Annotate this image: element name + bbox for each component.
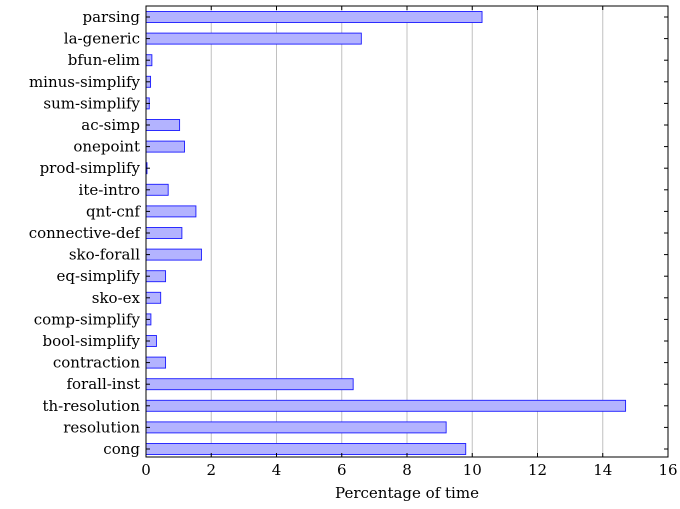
category-label-cong: cong bbox=[103, 440, 140, 458]
bar-qnt-cnf bbox=[145, 205, 197, 218]
bars bbox=[145, 11, 627, 455]
category-label-la-generic: la-generic bbox=[64, 30, 140, 48]
category-label-minus-simplify: minus-simplify bbox=[29, 73, 141, 91]
bar-onepoint bbox=[145, 140, 185, 153]
category-label-parsing: parsing bbox=[83, 8, 141, 26]
category-label-resolution: resolution bbox=[63, 418, 140, 436]
category-label-sum-simplify: sum-simplify bbox=[43, 94, 140, 112]
grid-lines bbox=[210, 6, 604, 457]
bar-th-resolution bbox=[145, 399, 627, 412]
category-label-bfun-elim: bfun-elim bbox=[68, 51, 140, 69]
category-label-eq-simplify: eq-simplify bbox=[57, 267, 141, 285]
category-label-onepoint: onepoint bbox=[73, 138, 140, 156]
category-label-ac-simp: ac-simp bbox=[81, 116, 140, 134]
bar-resolution bbox=[145, 421, 447, 434]
category-label-sko-ex: sko-ex bbox=[92, 289, 141, 307]
category-label-bool-simplify: bool-simplify bbox=[43, 332, 141, 350]
category-label-connective-def: connective-def bbox=[29, 224, 142, 242]
x-axis-title: Percentage of time bbox=[335, 484, 479, 502]
x-tick-label: 4 bbox=[272, 461, 282, 479]
plot-frame bbox=[145, 5, 669, 458]
category-label-prod-simplify: prod-simplify bbox=[40, 159, 141, 177]
x-tick-label: 10 bbox=[463, 461, 482, 479]
bar-forall-inst bbox=[145, 378, 354, 391]
x-tick-label: 6 bbox=[337, 461, 347, 479]
category-label-ite-intro: ite-intro bbox=[79, 181, 140, 199]
bar-la-generic bbox=[145, 32, 362, 45]
bar-connective-def bbox=[145, 227, 183, 239]
category-label-forall-inst: forall-inst bbox=[66, 375, 140, 393]
bar-parsing bbox=[145, 11, 483, 23]
bar-cong bbox=[145, 443, 467, 455]
category-label-contraction: contraction bbox=[53, 354, 140, 372]
x-tick-label: 8 bbox=[402, 461, 412, 479]
category-labels: parsing la-generic bfun-elim minus-simplify… bbox=[29, 8, 142, 458]
x-tick-label: 0 bbox=[141, 461, 151, 479]
category-label-th-resolution: th-resolution bbox=[42, 397, 140, 415]
x-tick-label: 2 bbox=[206, 461, 216, 479]
category-label-sko-forall: sko-forall bbox=[69, 246, 140, 264]
category-label-comp-simplify: comp-simplify bbox=[34, 310, 141, 328]
category-label-qnt-cnf: qnt-cnf bbox=[86, 202, 141, 220]
bar-ac-simp bbox=[145, 119, 181, 131]
x-tick-label: 14 bbox=[593, 461, 612, 479]
bar-sko-forall bbox=[145, 248, 202, 261]
x-tick-labels: 0 2 4 6 8 10 12 14 16 bbox=[141, 461, 677, 479]
x-tick-label: 16 bbox=[658, 461, 677, 479]
x-tick-label: 12 bbox=[528, 461, 547, 479]
